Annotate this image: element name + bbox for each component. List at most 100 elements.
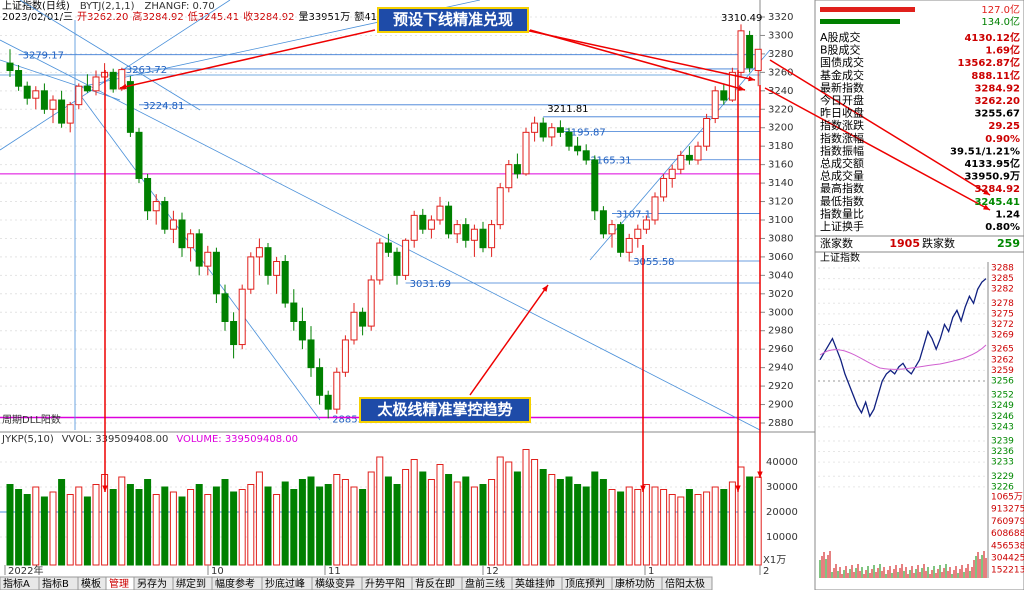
candle-body	[75, 85, 83, 106]
tab-label[interactable]: 幅度参考	[215, 577, 255, 590]
row-value: 3255.67	[974, 109, 1020, 120]
price-mark-label: 3195.87	[564, 128, 605, 139]
volume-bar	[264, 486, 272, 566]
annotation-arrow	[524, 29, 756, 81]
tab-label[interactable]: 绑定到	[176, 577, 206, 590]
candle-body	[367, 279, 375, 327]
row-label: 指数涨跌	[820, 118, 864, 132]
tab-label[interactable]: 管理	[109, 577, 129, 590]
y-tick-label: 3040	[768, 270, 793, 281]
tab-label[interactable]: 背反在即	[415, 577, 455, 590]
date-label: 10	[211, 566, 224, 577]
volume-bar	[393, 484, 401, 566]
vol-tick-label: 608688	[991, 529, 1024, 539]
y-tick-label: 3262	[991, 355, 1014, 365]
volume-bar	[703, 491, 711, 566]
row-label: 最低指数	[820, 194, 864, 208]
volume-bar	[152, 494, 160, 566]
row-value: 13562.87亿	[957, 56, 1020, 69]
volume-bar	[324, 484, 332, 566]
volume-bar	[298, 479, 306, 566]
y-tick-label: 30000	[766, 482, 798, 493]
annotation-arrow	[469, 284, 549, 396]
y-tick-label: 3080	[768, 233, 793, 244]
volume-bar	[479, 484, 487, 566]
y-tick-label: 2980	[768, 326, 793, 337]
candle-body	[333, 371, 341, 410]
volume-bar	[410, 459, 418, 566]
row-label: A股成交	[820, 30, 861, 44]
volume-bar	[341, 479, 349, 566]
volume-bar	[350, 486, 358, 566]
trend-line	[0, 39, 761, 431]
vol-tick-label: 1065万	[991, 493, 1023, 503]
volume-bar	[307, 476, 315, 566]
tab-label[interactable]: 倍阳太极	[665, 577, 705, 590]
intraday-line	[819, 278, 987, 418]
tab-label[interactable]: 英雄挂帅	[515, 577, 555, 590]
candle-body	[513, 164, 521, 175]
volume-bar	[83, 496, 91, 566]
tab-label[interactable]: 另存为	[137, 577, 167, 590]
header-text: 开3262.20	[77, 12, 128, 23]
side-panel	[814, 0, 1024, 590]
volume-bar	[238, 489, 246, 566]
row-label: 今日开盘	[820, 93, 864, 107]
tab-label[interactable]: 指标A	[3, 577, 30, 590]
breadth-text: 1905	[889, 237, 920, 250]
volume-bar	[49, 491, 57, 566]
header-text: 2023/02/01/三	[2, 12, 73, 23]
row-label: B股成交	[820, 43, 861, 57]
date-label: 12	[486, 566, 499, 577]
volume-bar	[565, 476, 573, 566]
volume-bar	[58, 479, 66, 566]
tab-label[interactable]: 康桥功防	[615, 577, 655, 590]
header-text: 上证指数(日线)	[2, 0, 70, 12]
volume-bar	[187, 489, 195, 566]
tab-label[interactable]: 横级变异	[315, 577, 355, 590]
row-label: 指数振幅	[820, 143, 864, 157]
price-mark-label: 3055.58	[633, 257, 674, 268]
tab-label[interactable]: 顶底预判	[565, 577, 605, 590]
candle-body	[410, 214, 418, 241]
candle-body	[118, 69, 126, 90]
volume-bar	[230, 491, 238, 566]
volume-bar	[574, 484, 582, 566]
volume-bar	[204, 494, 212, 566]
candle-body	[677, 154, 685, 170]
candle-body	[642, 219, 650, 230]
arrow-head	[738, 85, 745, 91]
arrow-head	[757, 471, 763, 478]
row-value: 0.90%	[985, 134, 1020, 145]
y-tick-label: 3200	[768, 123, 793, 134]
candle-body	[574, 145, 582, 152]
tab[interactable]	[661, 576, 713, 590]
tab-label[interactable]: 升势平阳	[365, 577, 405, 590]
price-mark-label: 3279.17	[23, 51, 64, 62]
breadth-text: 259	[997, 237, 1020, 250]
volume-bar	[754, 476, 762, 566]
row-label: 昨日收盘	[820, 106, 864, 120]
candle-body	[40, 90, 48, 110]
volume-bar	[376, 456, 384, 566]
row-value: 3245.41	[974, 197, 1020, 208]
intraday-title: 上证指数	[820, 251, 860, 264]
candle-body	[169, 219, 177, 230]
tab-label[interactable]: 盘前三线	[465, 577, 505, 590]
vol-tick-label: 152213	[991, 566, 1024, 576]
candle-body	[273, 261, 281, 276]
callout-box	[377, 7, 529, 33]
arrow-head	[735, 485, 741, 492]
tab-label[interactable]: 抄底过峰	[265, 577, 305, 590]
y-tick-label: 3246	[991, 412, 1014, 422]
candle-body	[316, 367, 324, 396]
y-tick-label: 3140	[768, 178, 793, 189]
volume-bar	[92, 484, 100, 566]
tab-label[interactable]: 模板	[81, 577, 101, 590]
arrow-head	[748, 75, 755, 82]
volume-bar	[195, 484, 203, 566]
tab-label[interactable]: 指标B	[42, 577, 69, 590]
candle-body	[436, 205, 444, 221]
candle-body	[711, 90, 719, 119]
